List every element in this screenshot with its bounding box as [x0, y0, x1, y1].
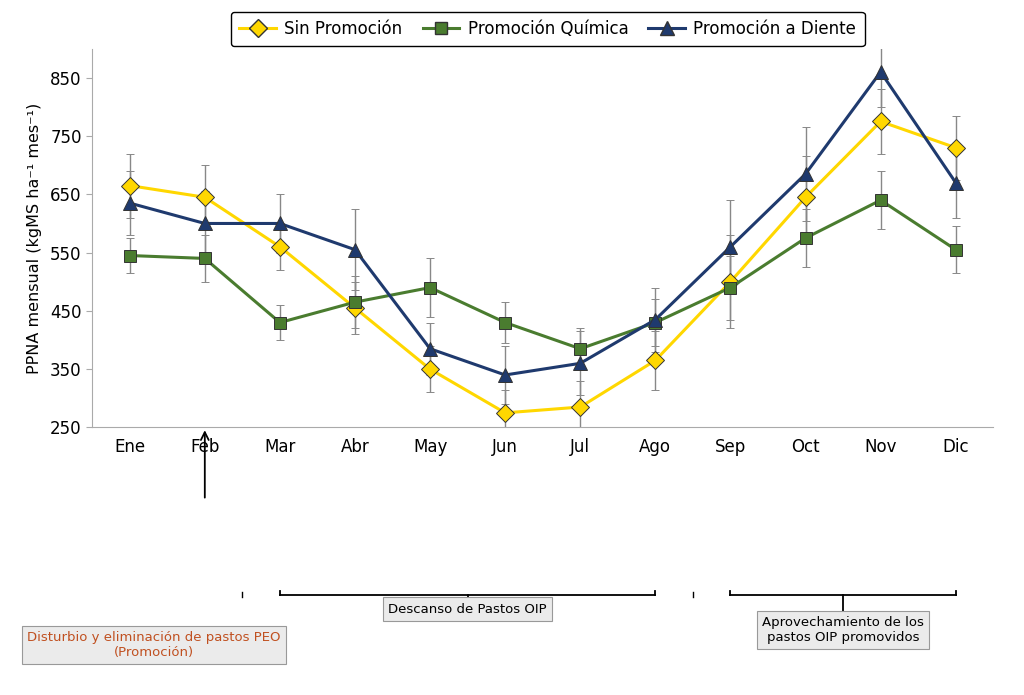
Text: Aprovechamiento de los
pastos OIP promovidos: Aprovechamiento de los pastos OIP promov… [762, 616, 924, 644]
Text: Descanso de Pastos OIP: Descanso de Pastos OIP [388, 603, 547, 616]
Legend: Sin Promoción, Promoción Química, Promoción a Diente: Sin Promoción, Promoción Química, Promoc… [231, 12, 864, 47]
Y-axis label: PPNA mensual (kgMS ha⁻¹ mes⁻¹): PPNA mensual (kgMS ha⁻¹ mes⁻¹) [27, 102, 42, 374]
Text: Disturbio y eliminación de pastos PEO
(Promoción): Disturbio y eliminación de pastos PEO (P… [27, 631, 281, 659]
